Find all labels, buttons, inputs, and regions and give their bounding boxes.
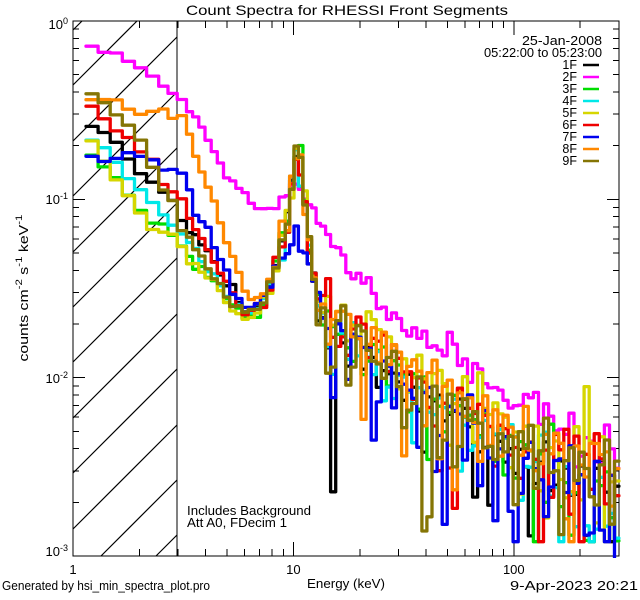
svg-text:8F: 8F	[562, 142, 577, 156]
svg-text:Att A0, FDecim 1: Att A0, FDecim 1	[187, 516, 287, 530]
svg-text:9F: 9F	[562, 154, 577, 168]
svg-text:05:22:00 to 05:23:00: 05:22:00 to 05:23:00	[484, 46, 602, 60]
svg-text:7F: 7F	[562, 130, 577, 144]
svg-text:25-Jan-2008: 25-Jan-2008	[522, 34, 602, 48]
svg-text:Includes Background: Includes Background	[187, 504, 311, 518]
svg-text:4F: 4F	[562, 94, 577, 108]
svg-text:counts cm-2 s-1 keV-1: counts cm-2 s-1 keV-1	[14, 215, 31, 362]
svg-text:Energy (keV): Energy (keV)	[307, 576, 385, 591]
svg-text:1: 1	[69, 562, 76, 577]
svg-text:100: 100	[503, 562, 525, 577]
svg-text:10: 10	[286, 562, 300, 577]
svg-text:Count Spectra for RHESSI Front: Count Spectra for RHESSI Front Segments	[186, 2, 508, 18]
svg-text:1F: 1F	[562, 58, 577, 72]
svg-text:6F: 6F	[562, 118, 577, 132]
svg-text:2F: 2F	[562, 70, 577, 84]
svg-text:3F: 3F	[562, 82, 577, 96]
svg-text:Generated by hsi_min_spectra_p: Generated by hsi_min_spectra_plot.pro	[2, 579, 210, 593]
svg-text:9-Apr-2023 20:21: 9-Apr-2023 20:21	[510, 578, 638, 593]
svg-text:5F: 5F	[562, 106, 577, 120]
